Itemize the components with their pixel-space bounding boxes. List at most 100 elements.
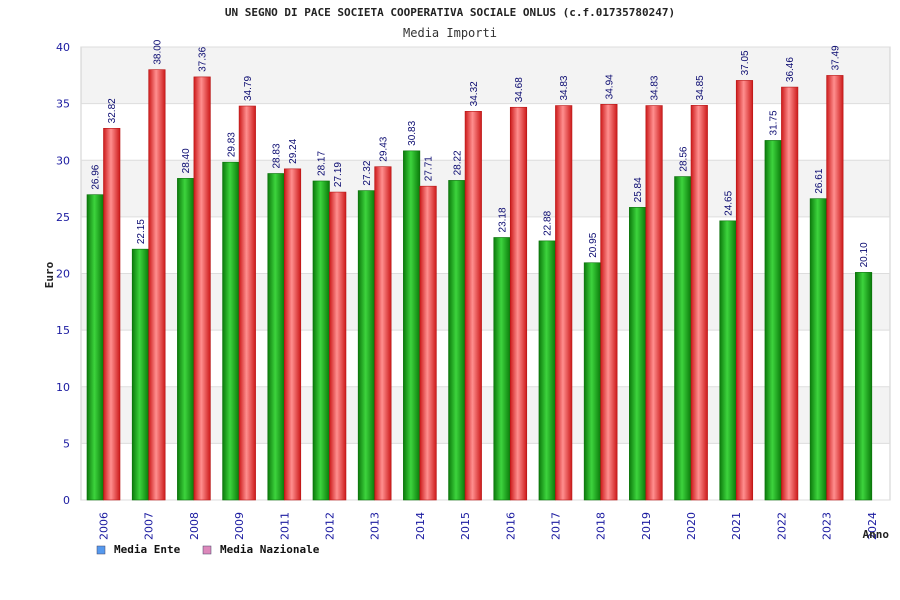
x-tick-label: 2022 [775,512,788,540]
value-label: 29.43 [378,136,389,161]
bar-media-ente-2014 [403,150,421,501]
x-tick-label: 2016 [504,512,517,540]
value-label: 28.22 [452,150,463,175]
value-label: 38.00 [152,39,163,64]
x-axis-ticks: 2006 2007 2008 2009 2011 2012 2013 2014 2015 2016… [98,512,879,540]
legend: Media Ente Media Nazionale [96,543,320,556]
bar-media-nazionale-2014 [419,185,437,501]
x-tick-label: 2018 [595,512,608,540]
value-label: 27.32 [362,160,373,185]
bar-media-ente-2016 [493,237,511,501]
bar-media-nazionale-2017 [555,105,573,501]
value-label: 25.84 [633,177,644,202]
y-tick-label: 5 [63,437,70,450]
legend-swatch-media-nazionale [202,545,212,555]
bar-media-nazionale-2007 [148,69,166,501]
value-label: 26.61 [814,168,825,193]
y-axis-label: Euro [43,261,56,288]
y-tick-label: 30 [56,154,70,167]
value-label: 28.17 [317,151,328,176]
bar-media-ente-2006 [86,194,104,501]
bar-media-nazionale-2012 [329,191,347,501]
value-label: 27.71 [424,156,435,181]
bar-media-nazionale-2013 [374,166,392,501]
x-axis-label: Anno [863,528,890,541]
bar-media-nazionale-2023 [826,75,844,501]
x-tick-label: 2014 [414,512,427,540]
x-tick-label: 2021 [730,512,743,540]
x-tick-label: 2019 [640,512,653,540]
bar-media-nazionale-2006 [103,128,121,501]
bar-media-nazionale-2015 [464,111,482,501]
value-label: 36.46 [785,57,796,82]
value-label: 37.49 [830,45,841,70]
plot-band [81,160,890,217]
bar-media-ente-2009 [222,161,240,501]
plot-band [81,330,890,387]
bar-media-ente-2019 [629,207,647,501]
value-label: 28.56 [678,146,689,171]
value-label: 22.15 [136,219,147,244]
bar-media-nazionale-2021 [735,80,754,501]
value-label: 20.10 [859,242,870,267]
value-label: 20.95 [588,232,599,257]
value-label: 34.94 [604,74,615,99]
bar-media-nazionale-2008 [193,76,211,501]
value-label: 29.83 [226,132,237,157]
bar-media-ente-2023 [809,198,827,501]
y-tick-label: 0 [63,494,70,507]
bar-media-nazionale-2020 [690,105,708,501]
value-labels: 26.96 32.82 22.15 38.00 28.40 37.36 29.83 34.79… [91,39,870,267]
x-tick-label: 2009 [233,512,246,540]
x-tick-label: 2013 [369,512,382,540]
x-tick-label: 2008 [188,512,201,540]
bar-media-ente-2022 [764,140,782,501]
bar-media-ente-2008 [177,178,195,501]
plot-band [81,386,890,444]
plot-background [80,46,891,501]
x-tick-label: 2006 [98,512,111,540]
bar-media-ente-2020 [674,176,692,501]
legend-label-media-nazionale: Media Nazionale [220,543,320,556]
chart-subtitle: Media Importi [403,26,497,40]
y-tick-label: 35 [56,98,70,111]
bar-media-nazionale-2009 [238,105,256,501]
plot-band [81,273,890,331]
plot-band [81,47,890,104]
bar-media-ente-2017 [538,240,556,501]
x-tick-label: 2017 [549,512,562,540]
bar-media-nazionale-2018 [600,104,618,501]
value-label: 31.75 [769,110,780,135]
bar-media-nazionale-2019 [645,105,663,501]
value-label: 34.79 [243,76,254,101]
plot-band [81,103,890,161]
plot-band [81,216,890,274]
bar-media-nazionale-2016 [509,106,528,501]
legend-label-media-ente: Media Ente [114,543,181,556]
x-tick-label: 2012 [323,512,336,540]
value-label: 30.83 [407,120,418,145]
gridlines [81,46,890,501]
value-label: 27.19 [333,162,344,187]
bar-media-ente-2013 [357,190,375,501]
value-label: 22.88 [543,210,554,235]
legend-swatch-media-ente [96,545,106,555]
x-tick-label: 2023 [821,512,834,540]
value-label: 28.83 [272,143,283,168]
x-tick-label: 2020 [685,512,698,540]
y-tick-label: 10 [56,381,70,394]
bar-media-ente-2021 [719,220,737,501]
bar-media-ente-2007 [131,248,149,501]
value-label: 34.68 [514,77,525,102]
y-tick-label: 20 [56,268,70,281]
chart-title: UN SEGNO DI PACE SOCIETA COOPERATIVA SOC… [225,6,675,19]
value-label: 34.83 [559,75,570,100]
bar-media-nazionale-2022 [781,86,799,501]
value-label: 26.96 [91,164,102,189]
x-tick-label: 2024 [866,512,879,540]
value-label: 23.18 [498,207,509,232]
bar-media-ente-2012 [312,180,330,501]
bar-media-ente-2011 [267,173,285,501]
bars [86,69,873,501]
value-label: 28.40 [181,148,192,173]
